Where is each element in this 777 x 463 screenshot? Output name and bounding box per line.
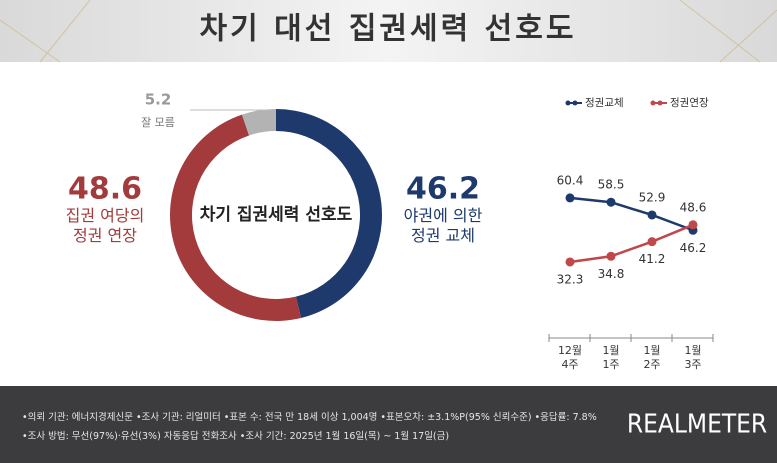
x-tick-label: 12월 4주 bbox=[557, 344, 583, 371]
data-label: 52.9 bbox=[639, 190, 666, 204]
header-deco bbox=[0, 0, 777, 63]
data-label: 48.6 bbox=[680, 200, 707, 214]
data-label: 34.8 bbox=[598, 267, 625, 281]
legend-dot bbox=[565, 100, 571, 106]
header-bg bbox=[0, 0, 777, 62]
slice-label: 야권에 의한 정권 교체 bbox=[403, 206, 483, 245]
series-line bbox=[569, 223, 694, 264]
data-label: 41.2 bbox=[639, 252, 666, 266]
legend-label: 정권교체 bbox=[585, 97, 624, 109]
footer-bg bbox=[0, 386, 777, 463]
legend-dot bbox=[572, 100, 578, 106]
slice-label: 잘 모름 bbox=[141, 116, 175, 129]
value-label: 48.6 bbox=[68, 172, 142, 207]
legend-dot bbox=[657, 100, 663, 106]
point bbox=[606, 251, 616, 261]
legend-dot bbox=[650, 100, 656, 106]
data-label: 60.4 bbox=[557, 173, 584, 187]
point bbox=[565, 257, 575, 267]
series-line bbox=[569, 196, 694, 232]
x-tick-label: 1월 1주 bbox=[602, 344, 620, 371]
footer-note: •의뢰 기관: 에너지경제신문 •조사 기관: 리얼미터 •표본 수: 전국 만… bbox=[22, 412, 597, 423]
page-title: 차기 대선 집권세력 선호도 bbox=[200, 12, 577, 47]
slice-label: 집권 여당의 정권 연장 bbox=[65, 206, 145, 245]
point bbox=[606, 197, 616, 207]
point bbox=[688, 220, 698, 230]
value-label: 46.2 bbox=[406, 172, 480, 207]
center-label: 차기 집권세력 선호도 bbox=[200, 205, 353, 225]
value-label: 5.2 bbox=[145, 91, 172, 109]
point bbox=[565, 193, 575, 203]
x-tick-label: 1월 3주 bbox=[684, 344, 702, 371]
point bbox=[647, 237, 657, 247]
point bbox=[647, 210, 657, 220]
data-label: 32.3 bbox=[557, 272, 584, 286]
donut-slice bbox=[170, 114, 302, 321]
legend-label: 정권연장 bbox=[670, 97, 709, 109]
x-tick-label: 1월 2주 bbox=[643, 344, 661, 371]
logo: REALMETER bbox=[627, 410, 767, 440]
data-label: 46.2 bbox=[680, 241, 707, 255]
footer-note: •조사 방법: 무선(97%)·유선(3%) 자동응답 전화조사 •조사 기간:… bbox=[22, 431, 450, 442]
data-label: 58.5 bbox=[598, 178, 625, 192]
donut-slice bbox=[276, 109, 382, 318]
donut-slice bbox=[241, 109, 276, 136]
